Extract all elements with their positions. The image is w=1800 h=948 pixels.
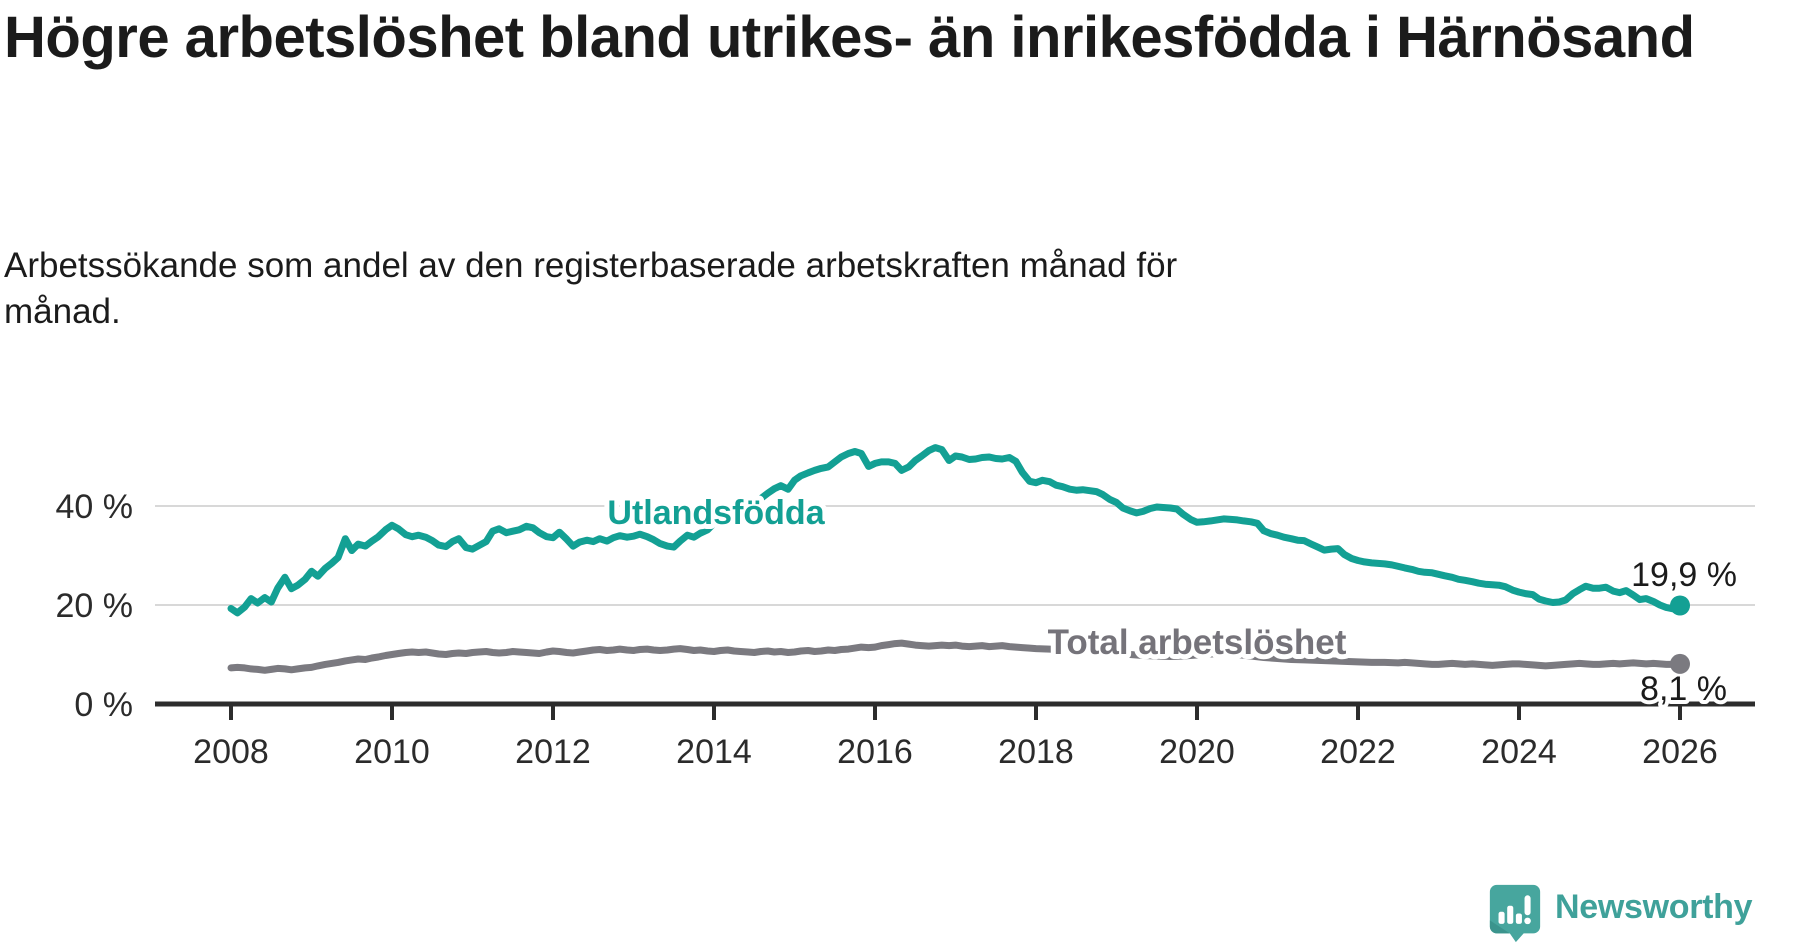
logo-bubble-shape	[1489, 884, 1541, 943]
x-tick-label: 2018	[998, 733, 1074, 771]
x-tick-label: 2020	[1159, 733, 1235, 771]
unemployment-line-chart: 2008 2010 2012 2014 2016 2018 2020 2022 2024 2026…	[56, 444, 1755, 771]
x-tick-label: 2008	[193, 733, 269, 771]
x-tick-label: 2016	[837, 733, 913, 771]
y-tick-label: 0 %	[74, 686, 133, 724]
newsworthy-logo-icon	[1489, 884, 1541, 943]
series-end-dot	[1670, 595, 1690, 616]
series-line-total-arbetsl-shet	[227, 639, 1684, 674]
x-tick-label: 2026	[1642, 733, 1718, 771]
x-tick-label: 2024	[1481, 733, 1557, 771]
x-tick-label: 2012	[515, 733, 591, 771]
chart-subtitle: Arbetssökande som andel av den registerb…	[4, 246, 1178, 331]
series-line-utlandsf-dda	[227, 444, 1684, 617]
series-end-value-label: 19,9 %	[1631, 556, 1737, 594]
y-tick-label: 20 %	[56, 587, 134, 625]
page-title: Högre arbetslöshet bland utrikes- än inr…	[4, 5, 1695, 70]
logo-wordmark: Newsworthy	[1555, 887, 1753, 926]
logo-bar-chart-glyph	[1498, 895, 1531, 925]
series-end-dot	[1670, 653, 1690, 674]
x-tick-label: 2014	[676, 733, 752, 771]
y-tick-label: 40 %	[56, 488, 134, 526]
series-label-total-arbetsloshet: Total arbetslöshet	[1048, 623, 1347, 662]
newsworthy-logo: Newsworthy	[1489, 884, 1753, 943]
series-label-utlandsfodda: Utlandsfödda	[607, 494, 825, 532]
x-tick-label: 2022	[1320, 733, 1396, 771]
x-tick-label: 2010	[354, 733, 430, 771]
logo-fold-shadow	[1489, 920, 1510, 934]
series-end-value-label: 8,1 %	[1640, 670, 1727, 708]
